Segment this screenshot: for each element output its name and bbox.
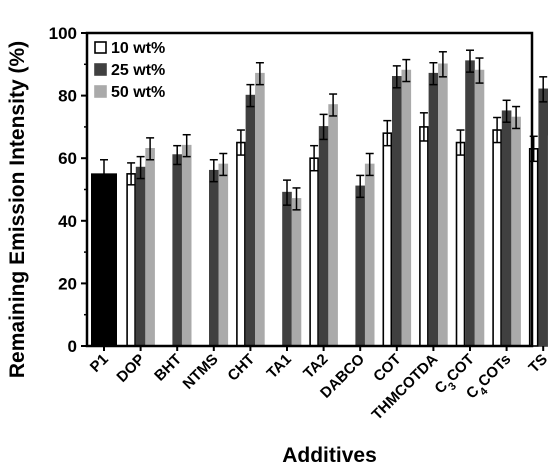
x-label-TA1: TA1 (264, 351, 295, 382)
bar-COT-25wt (393, 77, 401, 346)
bar-THMCOTDA-10wt (420, 127, 428, 346)
bar-THMCOTDA-50wt (439, 64, 447, 346)
bar-TA1-25wt (283, 193, 291, 346)
y-tick-label: 100 (49, 24, 77, 43)
legend-item: 25 wt% (95, 62, 165, 79)
y-tick-label: 40 (58, 212, 77, 231)
y-tick-label: 0 (68, 337, 77, 356)
bar-CHT-25wt (246, 96, 254, 346)
legend-label: 50 wt% (111, 84, 165, 101)
bar-TA2-25wt (320, 127, 328, 346)
bar-TS-25wt (539, 89, 547, 346)
bar-CHT-50wt (256, 74, 264, 346)
legend-item: 10 wt% (95, 40, 165, 57)
bar-DOP-10wt (127, 174, 135, 346)
legend: 10 wt% 25 wt% 50 wt% (95, 40, 165, 101)
bar-C3COT-10wt (457, 143, 465, 346)
bar-TA1-50wt (293, 199, 301, 346)
legend-swatch (95, 42, 106, 53)
x-label-P1: P1 (87, 351, 112, 376)
x-label-TA2: TA2 (300, 351, 331, 382)
x-label-TS: TS (525, 351, 548, 377)
bars-layer (92, 61, 548, 346)
bar-DABCO-25wt (356, 186, 364, 346)
x-label-THMCOTDA: THMCOTDA (369, 351, 442, 424)
bar-C4COTs-50wt (512, 118, 520, 346)
bar-C4COTs-10wt (493, 130, 501, 346)
bar-BHT-25wt (173, 155, 181, 346)
legend-label: 10 wt% (111, 40, 165, 57)
y-tick-label: 60 (58, 149, 77, 168)
bar-NTMS-25wt (210, 171, 218, 346)
legend-item: 50 wt% (95, 84, 165, 101)
y-tick-label: 20 (58, 274, 77, 293)
bar-TA2-50wt (329, 105, 337, 346)
legend-swatch (95, 86, 106, 97)
bar-CHT-10wt (237, 143, 245, 346)
bar-COT-10wt (383, 133, 391, 346)
bar-TA2-10wt (310, 158, 318, 346)
x-label-CHT: CHT (224, 351, 258, 385)
bar-P1 (92, 174, 117, 346)
bar-C4COTs-25wt (503, 111, 511, 346)
y-axis-title: Remaining Emission Intensity (%) (6, 41, 29, 378)
bar-C3COT-25wt (466, 61, 474, 346)
legend-swatch (95, 64, 106, 75)
bar-DOP-25wt (137, 168, 145, 346)
x-label-NTMS: NTMS (180, 351, 222, 393)
x-axis-title: Additives (282, 444, 377, 467)
bar-NTMS-50wt (219, 164, 227, 346)
bar-DOP-50wt (146, 149, 154, 346)
bar-BHT-50wt (183, 146, 191, 346)
bar-C3COT-50wt (476, 71, 484, 346)
x-label-DOP: DOP (113, 351, 148, 386)
y-tick-label: 80 (58, 87, 77, 106)
bar-DABCO-50wt (366, 164, 374, 346)
legend-label: 25 wt% (111, 62, 165, 79)
bar-THMCOTDA-25wt (429, 74, 437, 346)
bar-COT-50wt (402, 71, 410, 346)
